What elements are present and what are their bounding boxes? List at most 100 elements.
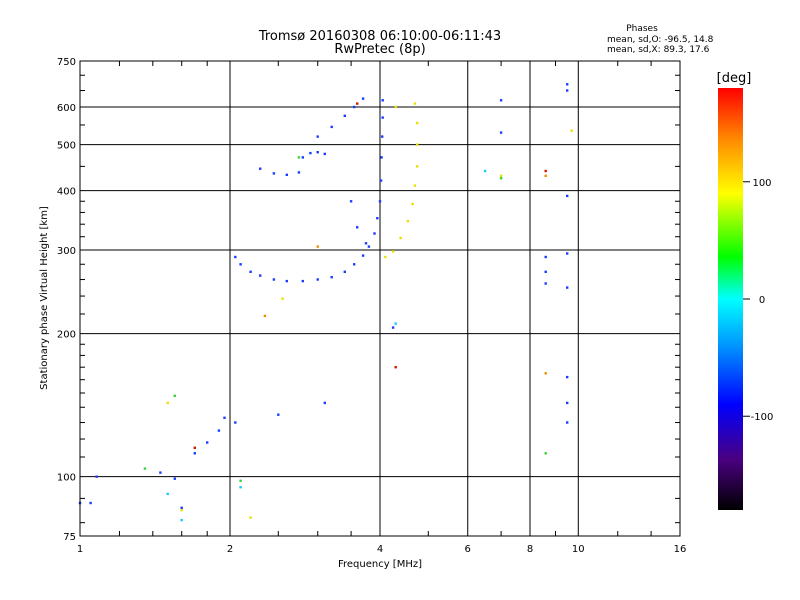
data-point (499, 99, 503, 102)
data-point (361, 97, 365, 100)
colorbar (718, 88, 743, 510)
chart-title: Tromsø 20160308 06:10:00-06:11:43 (258, 29, 501, 44)
y-tick-label: 400 (57, 187, 76, 198)
data-point (173, 394, 176, 397)
y-axis-label: Stationary phase Virtual Height [km] (39, 206, 50, 390)
data-point (353, 105, 356, 109)
data-point (380, 156, 383, 159)
data-point (381, 135, 384, 138)
x-tick-label: 1 (77, 544, 83, 555)
data-point (343, 114, 346, 117)
data-point (281, 297, 284, 300)
data-point (159, 471, 162, 474)
data-point (343, 270, 346, 273)
data-point (223, 416, 226, 419)
data-point (277, 413, 280, 416)
data-point (206, 441, 209, 444)
data-point (544, 452, 547, 455)
x-tick-label: 8 (527, 544, 533, 555)
data-point (323, 152, 326, 156)
x-axis-label: Frequency [MHz] (338, 559, 422, 570)
data-point (239, 486, 242, 489)
data-point (566, 89, 569, 92)
data-point (566, 194, 569, 198)
data-point (416, 165, 419, 168)
chart-subtitle: RwPretec (8p) (334, 42, 425, 57)
data-point (297, 171, 301, 174)
data-point (234, 255, 237, 259)
x-tick-label: 10 (572, 544, 585, 555)
data-point (570, 129, 573, 132)
colorbar-tick-label: -100 (751, 412, 774, 423)
y-tick-label: 750 (57, 57, 76, 68)
y-tick-label: 75 (63, 532, 76, 543)
data-point (234, 421, 237, 424)
data-point (330, 125, 333, 129)
data-point (544, 169, 547, 173)
data-point (544, 255, 547, 259)
data-point (499, 174, 503, 177)
data-point (193, 446, 196, 449)
data-point (566, 252, 569, 255)
data-point (416, 143, 419, 146)
data-point (364, 242, 368, 245)
data-point (180, 518, 183, 522)
data-point (180, 506, 183, 509)
data-point (413, 184, 417, 187)
phase-info-x: mean, sd,X: 89.3, 17.6 (607, 45, 710, 55)
data-point (272, 278, 276, 281)
data-point (249, 516, 252, 519)
data-point (406, 220, 410, 223)
data-point (166, 492, 169, 496)
data-point (391, 326, 395, 329)
data-point (89, 501, 92, 505)
data-point (566, 83, 569, 86)
colorbar-tick-label: 0 (759, 295, 765, 306)
data-point (566, 421, 569, 424)
data-point (323, 401, 326, 405)
data-point (413, 102, 417, 105)
data-point (356, 226, 359, 229)
data-point (143, 467, 147, 470)
phase-info-header: Phases (626, 24, 658, 34)
y-tick-label: 500 (57, 141, 76, 152)
data-point (394, 105, 397, 109)
data-point (330, 276, 333, 279)
data-point (373, 232, 376, 235)
data-point (180, 509, 183, 512)
data-point (381, 116, 384, 119)
data-point (285, 279, 288, 283)
colorbar-ticks: 100 0 -100 (743, 178, 773, 423)
data-point (483, 169, 487, 173)
data-point (301, 156, 304, 159)
colorbar-label: [deg] (717, 71, 752, 86)
data-point (379, 179, 383, 182)
data-point (544, 270, 547, 273)
data-point (394, 322, 397, 325)
data-points (78, 83, 573, 522)
data-point (309, 151, 312, 155)
data-point (544, 282, 547, 285)
x-tick-label: 16 (674, 544, 687, 555)
data-point (259, 274, 262, 277)
plot-frame (79, 60, 681, 537)
colorbar-tick-label: 100 (752, 178, 771, 189)
x-axis: 1 2 4 6 8 10 16 (77, 61, 687, 555)
data-point (95, 475, 98, 478)
data-point (316, 278, 319, 281)
data-point (391, 250, 395, 253)
data-point (394, 366, 397, 369)
data-point (361, 254, 365, 257)
data-point (285, 173, 288, 176)
data-point (239, 479, 242, 482)
data-point (263, 314, 267, 318)
grid-lines (80, 61, 680, 536)
data-point (193, 452, 196, 455)
x-tick-label: 6 (465, 544, 471, 555)
x-tick-label: 2 (227, 544, 233, 555)
data-point (316, 135, 319, 138)
data-point (353, 263, 356, 266)
data-point (272, 172, 276, 175)
data-point (566, 401, 569, 405)
